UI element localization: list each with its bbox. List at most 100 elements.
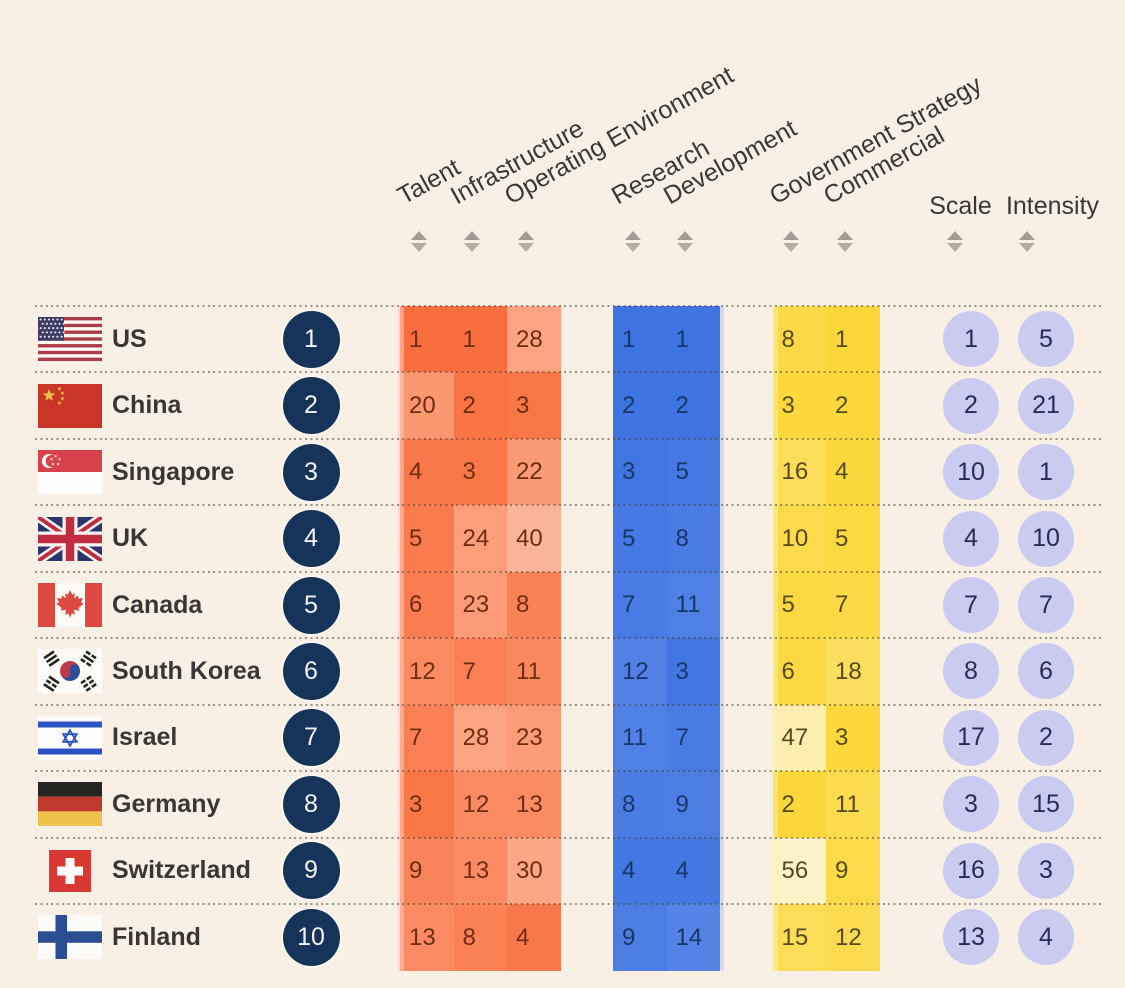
country-label: Germany xyxy=(112,789,221,818)
intensity-circle: 3 xyxy=(1018,842,1074,899)
rank-value: 10 xyxy=(297,922,325,951)
heat-cell-value: 5 xyxy=(781,591,795,619)
flag-ch xyxy=(49,849,91,892)
flag-us xyxy=(38,317,102,362)
heat-cell: 7 xyxy=(826,571,880,639)
column-header-scale[interactable]: Scale xyxy=(929,192,992,220)
sort-down-arrow-icon xyxy=(837,243,853,252)
country-label: Israel xyxy=(112,723,178,752)
heat-cell: 12 xyxy=(453,771,507,839)
heat-cell: 11 xyxy=(826,771,880,839)
sort-up-arrow-icon xyxy=(1019,231,1035,240)
heat-cell-value: 1 xyxy=(675,325,689,353)
flag-fi xyxy=(38,915,102,960)
heat-cell-value: 3 xyxy=(835,724,849,752)
sort-down-arrow-icon xyxy=(946,243,963,252)
intensity-value: 3 xyxy=(1039,856,1053,885)
heat-cell: 47 xyxy=(772,704,826,772)
heat-cell-value: 11 xyxy=(675,591,701,619)
country-label: UK xyxy=(112,524,149,553)
heat-cell: 4 xyxy=(613,837,667,905)
heat-cell-value: 7 xyxy=(675,724,689,752)
rank-value: 3 xyxy=(304,457,318,486)
intensity-circle: 4 xyxy=(1018,909,1074,966)
heat-cell-value: 1 xyxy=(835,325,849,353)
heat-cell-value: 2 xyxy=(835,391,849,419)
rank-value: 6 xyxy=(304,656,318,685)
heat-cell: 8 xyxy=(613,771,667,839)
heat-cell-value: 12 xyxy=(622,657,649,685)
sort-icon-scale[interactable] xyxy=(946,230,963,253)
heat-cell-value: 7 xyxy=(462,657,476,685)
flag-il xyxy=(38,715,102,760)
rank-circle: 2 xyxy=(282,377,340,435)
intensity-value: 1 xyxy=(1039,457,1053,486)
sort-icon-operating-environment[interactable] xyxy=(518,230,534,253)
heat-cell: 4 xyxy=(400,438,454,506)
heat-cell-value: 28 xyxy=(516,325,543,353)
rank-circle: 1 xyxy=(282,310,340,368)
heat-cell-value: 4 xyxy=(516,923,530,951)
heat-cell: 10 xyxy=(772,505,826,573)
heat-cell: 3 xyxy=(613,438,667,506)
rank-value: 8 xyxy=(304,789,318,818)
rank-circle: 4 xyxy=(282,510,340,568)
flag-kr xyxy=(38,649,102,694)
heat-cell: 7 xyxy=(400,704,454,772)
intensity-circle: 5 xyxy=(1018,311,1074,368)
row-separator-dotted-line xyxy=(35,504,1103,507)
scale-value: 16 xyxy=(957,856,985,885)
rank-value: 2 xyxy=(304,391,318,420)
heat-cell-value: 11 xyxy=(516,657,541,685)
sort-down-arrow-icon xyxy=(518,243,534,252)
heat-cell: 9 xyxy=(666,771,720,839)
sort-icon-infrastructure[interactable] xyxy=(464,230,480,253)
flag-de xyxy=(38,782,102,827)
rank-circle: 3 xyxy=(282,443,340,501)
heat-cell-value: 8 xyxy=(781,325,795,353)
sort-icon-commercial[interactable] xyxy=(837,230,853,253)
rank-circle: 10 xyxy=(282,908,340,966)
heat-cell: 23 xyxy=(507,704,561,772)
sort-icon-intensity[interactable] xyxy=(1019,230,1035,253)
scale-circle: 17 xyxy=(943,709,999,766)
scale-circle: 4 xyxy=(943,510,999,567)
heat-cell-value: 8 xyxy=(462,923,476,951)
heat-cell-value: 4 xyxy=(409,458,423,486)
heat-cell-value: 2 xyxy=(675,391,689,419)
heat-cell-value: 24 xyxy=(462,524,490,552)
sort-down-arrow-icon xyxy=(625,243,641,252)
heat-cell: 6 xyxy=(400,571,454,639)
heat-cell: 5 xyxy=(400,505,454,573)
sort-icon-government-strategy[interactable] xyxy=(783,230,799,253)
sort-icon-talent[interactable] xyxy=(411,230,427,253)
heat-cell: 2 xyxy=(453,372,507,440)
heat-cell: 12 xyxy=(826,904,880,972)
heat-cell-value: 4 xyxy=(835,458,849,486)
row-separator-dotted-line xyxy=(35,703,1103,706)
heat-cell: 3 xyxy=(400,771,454,839)
sort-icon-development[interactable] xyxy=(676,230,693,253)
heat-cell-value: 9 xyxy=(409,857,423,885)
heat-cell-value: 23 xyxy=(516,724,543,752)
heat-cell: 7 xyxy=(453,638,507,706)
sort-up-arrow-icon xyxy=(518,231,534,240)
sort-down-arrow-icon xyxy=(676,243,693,252)
heat-cell: 8 xyxy=(507,571,561,639)
sort-down-arrow-icon xyxy=(411,243,427,252)
sort-icon-research[interactable] xyxy=(625,230,641,253)
heat-cell: 9 xyxy=(826,837,880,905)
heat-cell: 5 xyxy=(666,438,720,506)
heat-cell-value: 13 xyxy=(516,790,543,818)
heat-cell-value: 13 xyxy=(462,857,490,885)
column-header-intensity[interactable]: Intensity xyxy=(1005,192,1100,220)
heat-cell: 9 xyxy=(613,904,667,972)
row-separator-dotted-line xyxy=(35,570,1103,573)
heat-cell-value: 7 xyxy=(622,591,636,619)
row-separator-dotted-line xyxy=(35,903,1103,906)
intensity-value: 21 xyxy=(1032,391,1060,420)
heat-cell: 4 xyxy=(826,438,880,506)
heat-cell-value: 3 xyxy=(516,391,530,419)
scale-circle: 3 xyxy=(943,776,999,833)
